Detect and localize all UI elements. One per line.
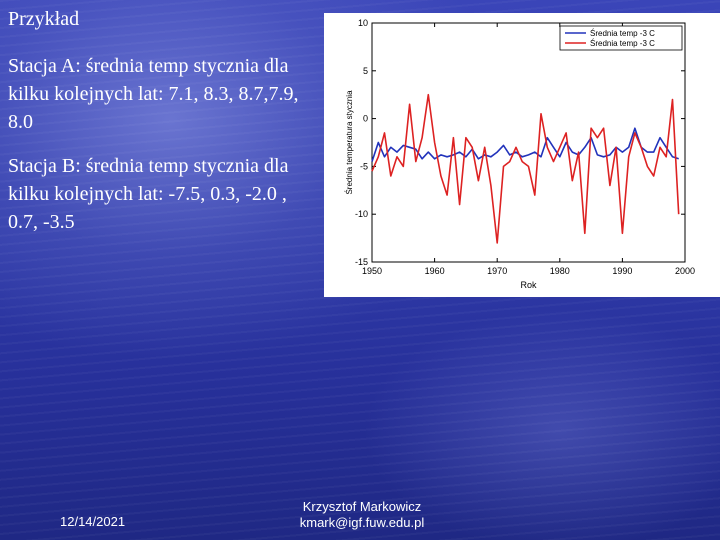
x-tick-label: 1960 (425, 266, 445, 276)
y-tick-label: 10 (358, 18, 368, 28)
series-line-blue (371, 127, 679, 162)
chart-panel: 1950 1960 1970 1980 1990 2000 10 5 0 -5 -10 -15 Rok Ś… (324, 13, 720, 297)
plot-frame (371, 22, 686, 263)
x-tick-label: 2000 (675, 266, 695, 276)
legend-entry: Średnia temp -3 C (590, 39, 655, 48)
footer-author: Krzysztof Markowicz kmark@igf.fuw.edu.pl (284, 499, 440, 531)
slide-title: Przykład (8, 8, 80, 30)
author-email: kmark@igf.fuw.edu.pl (299, 515, 425, 530)
y-tick-label: -5 (360, 161, 368, 171)
x-axis-label: Rok (520, 280, 537, 290)
y-tick-label: 0 (363, 114, 368, 124)
y-tick-label: 5 (363, 66, 368, 76)
x-tick-label: 1950 (362, 266, 382, 276)
legend-box (559, 25, 683, 51)
y-tick-label: -10 (355, 209, 368, 219)
series-line-red (371, 93, 680, 244)
author-name: Krzysztof Markowicz (302, 499, 422, 514)
y-axis-label: Średnia temperatura stycznia (345, 90, 354, 195)
y-tick-label: -15 (355, 257, 368, 267)
x-tick-label: 1970 (487, 266, 507, 276)
legend-entry: Średnia temp -3 C (590, 29, 655, 38)
temperature-line-chart: 1950 1960 1970 1980 1990 2000 10 5 0 -5 -10 -15 Rok Ś… (345, 18, 695, 290)
station-b-text: Stacja B: średnia temp stycznia dla kilk… (8, 155, 289, 233)
x-tick-label: 1980 (550, 266, 570, 276)
station-a-text: Stacja A: średnia temp stycznia dla kilk… (8, 55, 299, 133)
footer-date: 12/14/2021 (60, 514, 126, 529)
x-tick-label: 1990 (612, 266, 632, 276)
